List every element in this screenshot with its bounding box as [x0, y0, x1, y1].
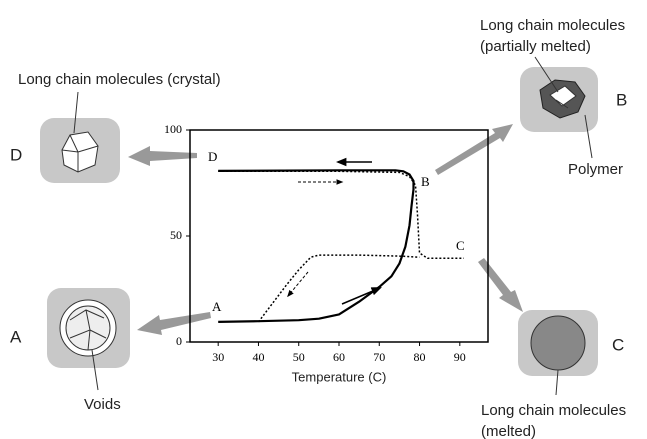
x-tick-label: 60: [333, 350, 345, 364]
big-arrow: [137, 312, 211, 335]
y-tick-label: 0: [176, 334, 182, 348]
state-letter: D: [10, 145, 22, 164]
big-arrow: [128, 146, 197, 166]
caption: Long chain molecules: [481, 402, 626, 419]
crystal-core: [66, 306, 110, 350]
x-tick-label: 40: [252, 350, 264, 364]
y-tick-label: 50: [170, 228, 182, 242]
caption: (partially melted): [480, 38, 591, 55]
curve: [218, 170, 413, 322]
x-tick-label: 50: [293, 350, 305, 364]
state-letter: A: [10, 327, 22, 346]
point-label: B: [421, 174, 430, 189]
caption: Long chain molecules (crystal): [18, 71, 221, 88]
caption: Long chain molecules: [480, 17, 625, 34]
point-label: A: [212, 299, 222, 314]
note: Polymer: [568, 161, 623, 178]
caption: (melted): [481, 423, 536, 439]
melt-icon: [531, 316, 585, 370]
point-label: C: [456, 238, 465, 253]
y-tick-label: 100: [164, 122, 182, 136]
big-arrow: [435, 124, 513, 175]
x-tick-label: 30: [212, 350, 224, 364]
x-tick-label: 70: [373, 350, 385, 364]
x-tick-label: 90: [454, 350, 466, 364]
big-arrow: [478, 258, 523, 312]
curve: [259, 255, 420, 322]
x-axis-label: Temperature (C): [292, 369, 387, 384]
state-letter: C: [612, 335, 624, 354]
figure: Long chain molecules (crystal) D Long ch…: [0, 0, 647, 439]
point-label: D: [208, 149, 217, 164]
note: Voids: [84, 396, 121, 413]
direction-arrow: [288, 272, 308, 296]
x-tick-label: 80: [414, 350, 426, 364]
state-letter: B: [616, 90, 627, 109]
